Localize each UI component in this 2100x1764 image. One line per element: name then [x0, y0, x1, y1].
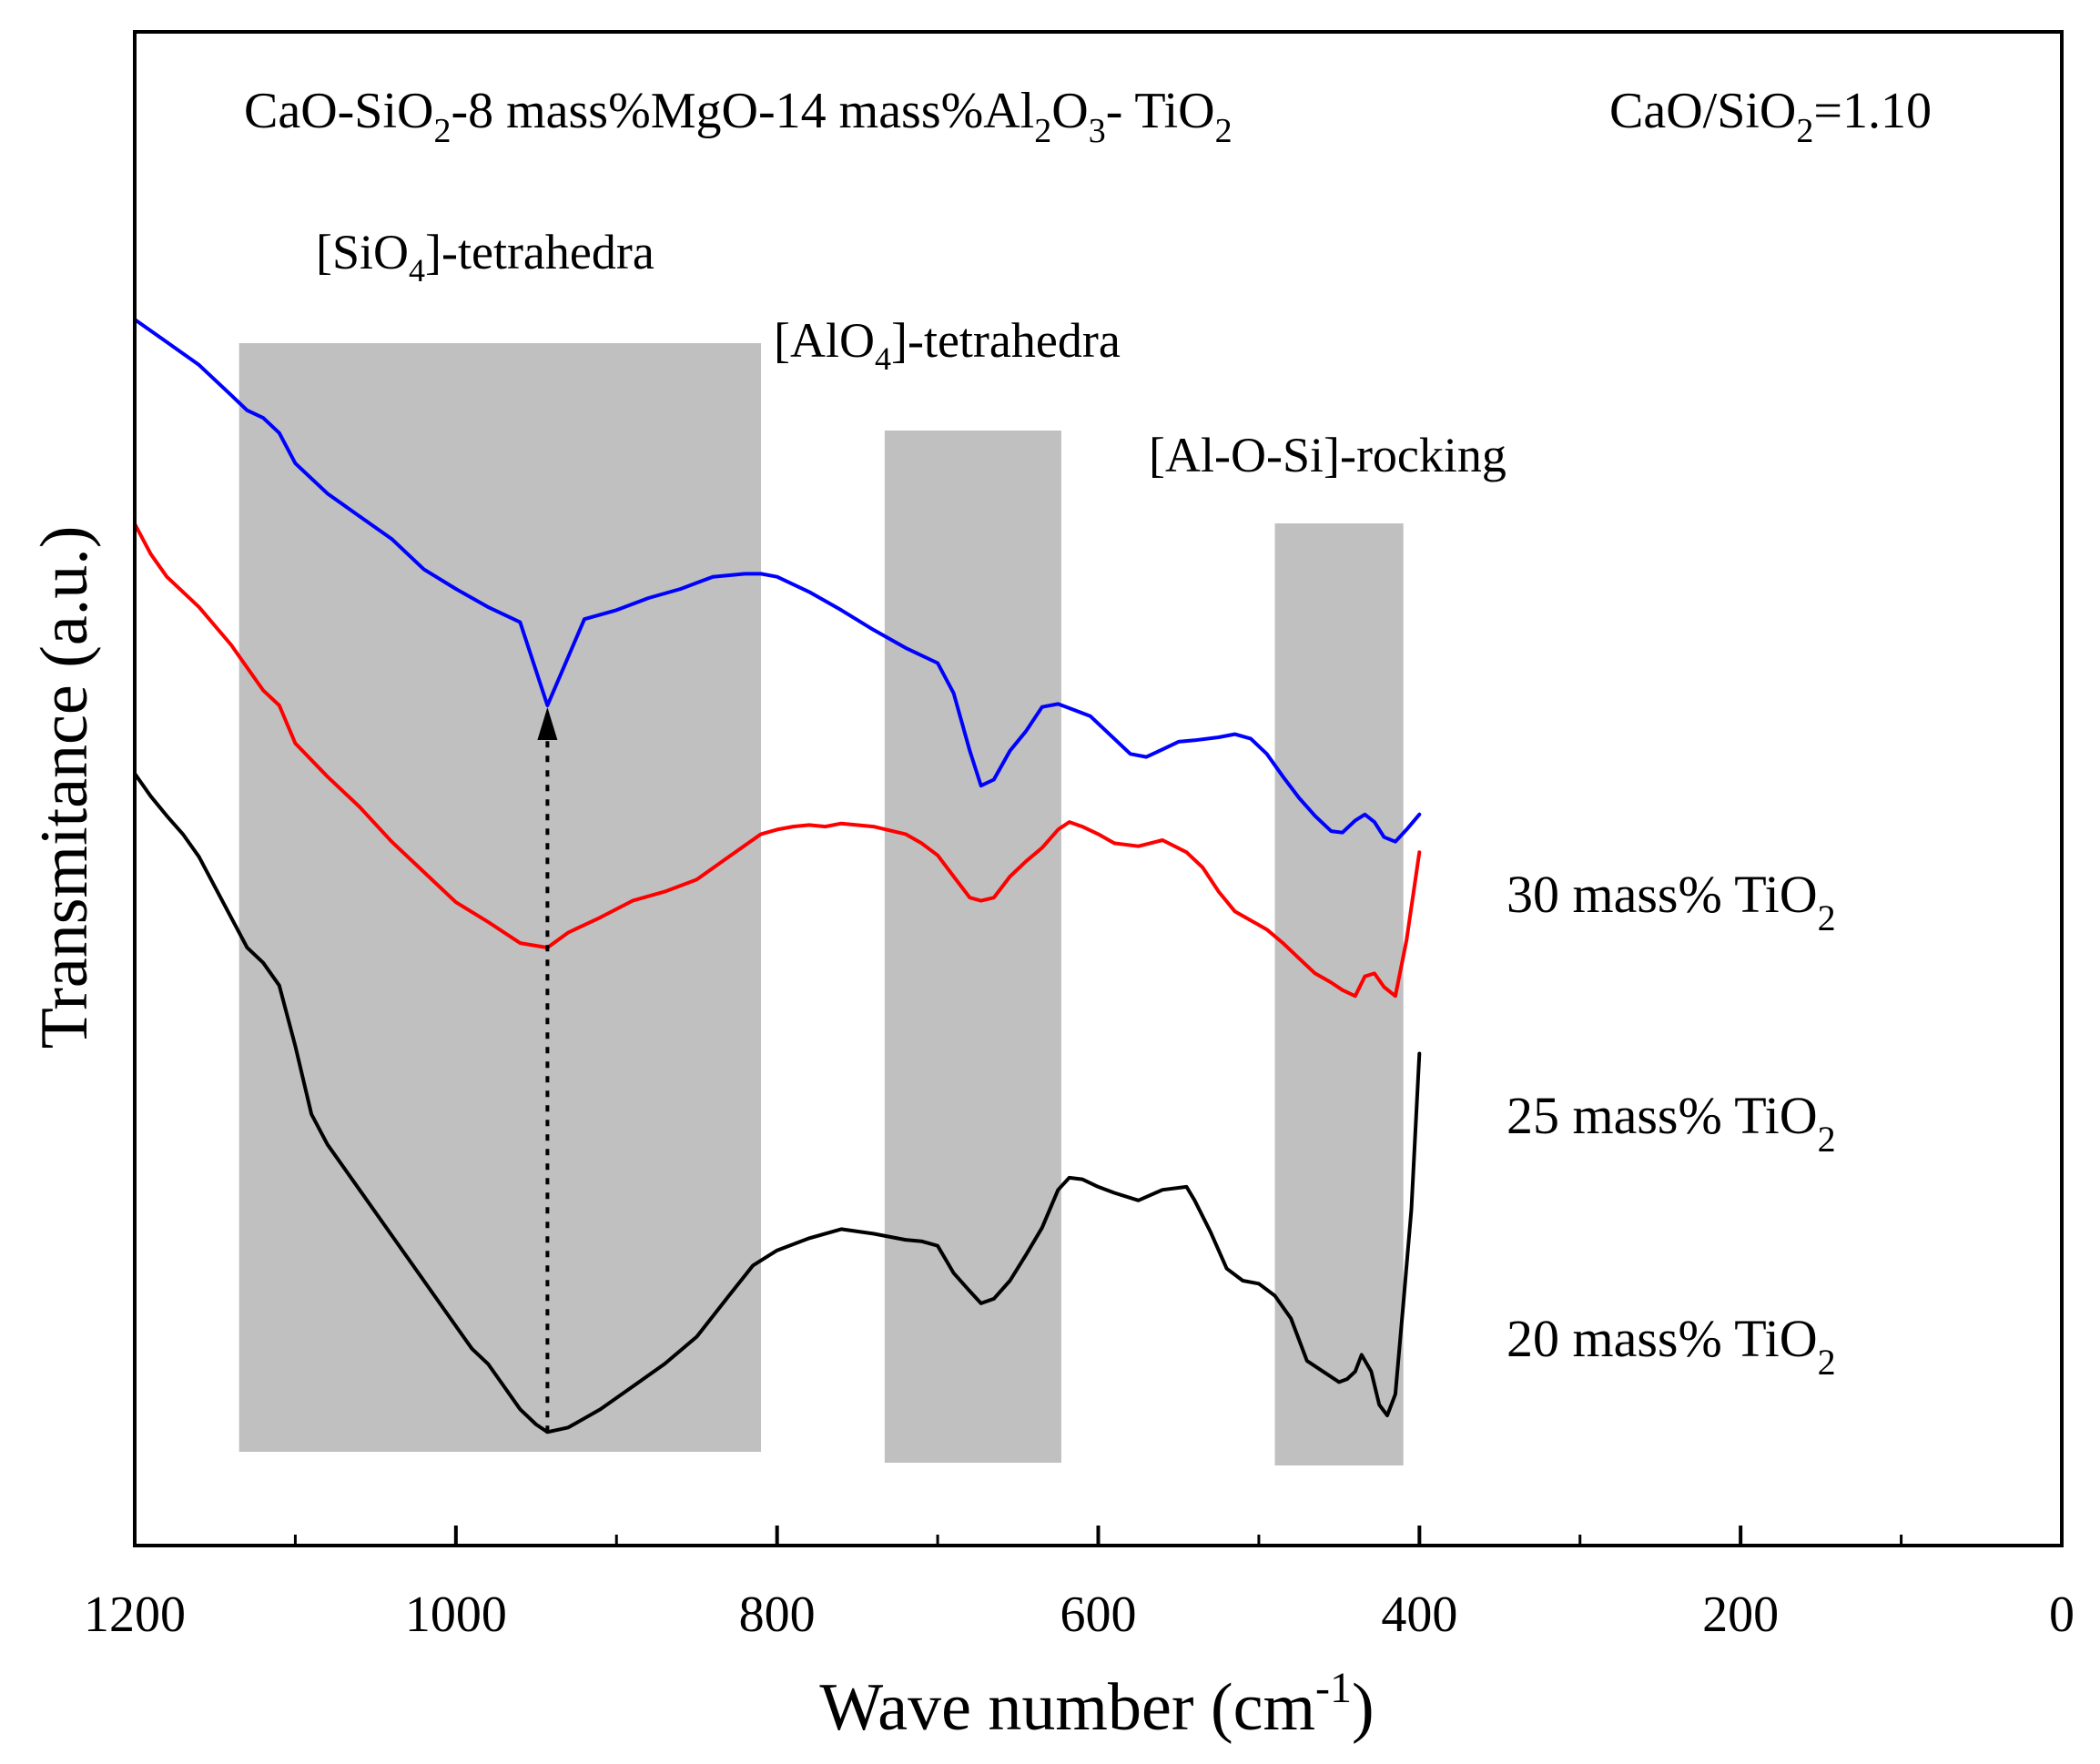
band-label-al-o-si: [Al-O-Si]-rocking [1149, 428, 1507, 482]
x-tick-label: 600 [1060, 1587, 1137, 1643]
series-line-3 [133, 771, 1422, 1435]
arrow-layer [537, 707, 558, 1433]
y-axis-label: Transmitance (a.u.) [27, 526, 102, 1049]
x-tick-label: 200 [1702, 1587, 1779, 1643]
series-label-20: 20 mass% TiO2 [1507, 1309, 1836, 1383]
x-tick-label: 1200 [84, 1587, 186, 1643]
series-label-30: 30 mass% TiO2 [1507, 865, 1836, 938]
band-3 [1274, 523, 1404, 1465]
x-tick-label: 1000 [405, 1587, 507, 1643]
title-sub-2: 2 [1034, 112, 1051, 150]
x-tick-label: 800 [739, 1587, 816, 1643]
series-line-1 [133, 318, 1422, 844]
basicity-ratio: CaO/SiO2=1.10 [1609, 83, 1932, 150]
chart-title: CaO-SiO2-8 mass%MgO-14 mass%Al2O3- TiO2 [244, 83, 1233, 150]
band-label-sio4: [SiO4]-tetrahedra [316, 225, 654, 289]
x-tick-label: 0 [2049, 1587, 2075, 1643]
band-1 [238, 343, 762, 1452]
band-label-alo4: [AlO4]-tetrahedra [774, 313, 1121, 377]
arrow-head [537, 707, 558, 741]
x-axis-ticks: 1200 1000 800 600 400 200 0 [84, 1526, 2075, 1643]
x-axis-label: Wave number (cm-1) [819, 1664, 1374, 1745]
band-layer [238, 343, 1404, 1465]
x-tick-label: 400 [1381, 1587, 1457, 1643]
title-sub-3: 3 [1089, 112, 1106, 150]
series-layer [133, 318, 1422, 1435]
band-2 [884, 431, 1061, 1463]
series-line-2 [133, 522, 1422, 999]
title-sub-4: 2 [1215, 112, 1233, 150]
title-sub-1: 2 [433, 112, 451, 150]
series-label-25: 25 mass% TiO2 [1507, 1086, 1836, 1160]
